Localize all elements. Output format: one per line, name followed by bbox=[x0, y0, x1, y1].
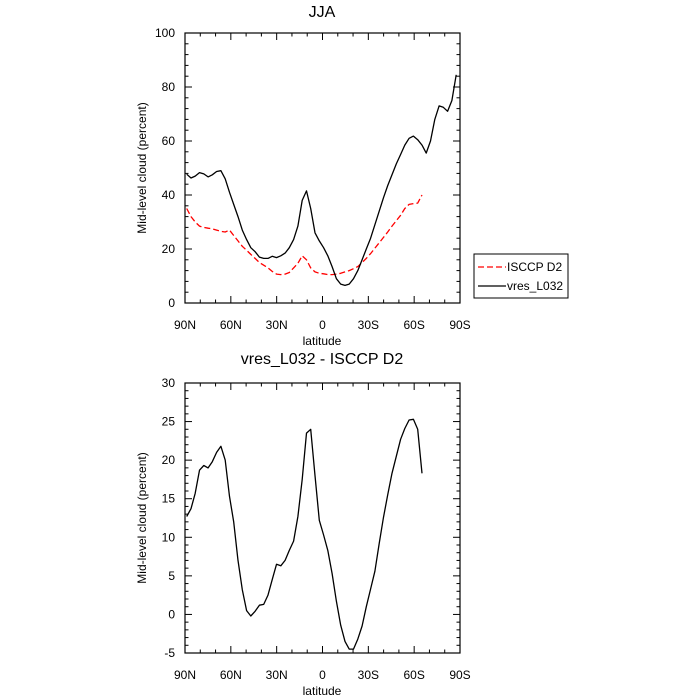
plot-area bbox=[186, 74, 457, 287]
y-tick-label: 25 bbox=[162, 415, 176, 429]
y-tick-label: 80 bbox=[162, 80, 176, 94]
x-tick-label: 30N bbox=[266, 668, 288, 682]
y-tick-label: 5 bbox=[168, 569, 175, 583]
series-line-isccp-d2 bbox=[186, 194, 423, 276]
x-tick-label: 30N bbox=[266, 318, 288, 332]
x-tick-label: 30S bbox=[358, 318, 379, 332]
y-tick-label: 100 bbox=[155, 26, 175, 40]
x-tick-label: 0 bbox=[319, 318, 326, 332]
legend: ISCCP D2 vres_L032 bbox=[473, 253, 569, 299]
plot-area bbox=[186, 418, 423, 650]
x-axis-label: latitude bbox=[303, 684, 342, 698]
y-tick-label: 15 bbox=[162, 492, 176, 506]
chart-panel-top: JJA Mid-level cloud (percent) latitude 9… bbox=[135, 4, 569, 348]
series-line-difference bbox=[186, 418, 423, 650]
x-axis-label: latitude bbox=[303, 334, 342, 348]
tick-layer: 90N 60N 30N 0 30S 60S 90S -5 0 5 10 15 20 25 30 bbox=[162, 376, 471, 682]
chart-panel-bottom: vres_L032 - ISCCP D2 Mid-level cloud (pe… bbox=[135, 351, 471, 698]
y-tick-label: 10 bbox=[162, 530, 176, 544]
y-tick-label: 40 bbox=[162, 188, 176, 202]
chart-title: vres_L032 - ISCCP D2 bbox=[241, 351, 404, 368]
x-tick-label: 90N bbox=[174, 668, 196, 682]
y-axis-label: Mid-level cloud (percent) bbox=[135, 452, 149, 583]
plot-frame bbox=[184, 382, 461, 654]
y-axis-label: Mid-level cloud (percent) bbox=[135, 102, 149, 233]
x-tick-label: 90S bbox=[449, 318, 470, 332]
tick-layer: 90N 60N 30N 0 30S 60S 90S 0 20 40 60 80 100 bbox=[155, 26, 471, 332]
y-tick-label: 20 bbox=[162, 453, 176, 467]
x-tick-label: 60N bbox=[220, 668, 242, 682]
legend-label-vres: vres_L032 bbox=[507, 279, 563, 293]
legend-label-isccp: ISCCP D2 bbox=[507, 260, 562, 274]
series-line-vres-l032 bbox=[186, 74, 457, 287]
y-tick-label: 30 bbox=[162, 376, 176, 390]
x-tick-label: 60S bbox=[403, 668, 424, 682]
x-tick-label: 60S bbox=[403, 318, 424, 332]
x-tick-label: 60N bbox=[220, 318, 242, 332]
x-tick-label: 0 bbox=[319, 668, 326, 682]
y-tick-label: -5 bbox=[164, 646, 175, 660]
x-tick-label: 90N bbox=[174, 318, 196, 332]
x-tick-label: 30S bbox=[358, 668, 379, 682]
y-tick-label: 0 bbox=[168, 296, 175, 310]
y-tick-label: 60 bbox=[162, 134, 176, 148]
chart-title: JJA bbox=[309, 4, 336, 21]
plot-frame bbox=[184, 32, 461, 304]
legend-box bbox=[473, 253, 569, 299]
x-tick-label: 90S bbox=[449, 668, 470, 682]
y-tick-label: 0 bbox=[168, 607, 175, 621]
y-tick-label: 20 bbox=[162, 242, 176, 256]
